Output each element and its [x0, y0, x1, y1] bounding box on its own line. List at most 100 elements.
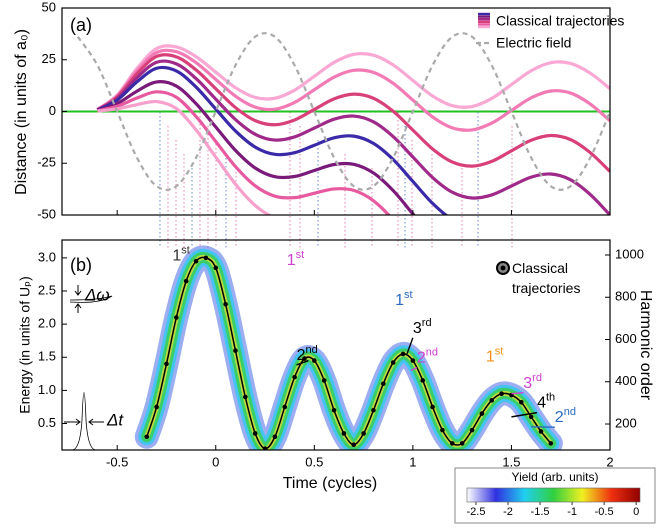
trajectory-dot [184, 279, 189, 284]
y-tick-label: 0 [49, 103, 56, 118]
legend-marker [501, 266, 506, 271]
y-tick-label: 50 [42, 0, 56, 14]
colorbar-tick-label: -2 [503, 506, 513, 518]
legend-label: Classical trajectories [512, 258, 608, 298]
annotation-sup: st [296, 249, 305, 261]
trajectory-dot [233, 348, 238, 353]
plot-area [62, 33, 610, 245]
y-tick-label: 1.0 [38, 382, 56, 397]
trajectory-dot [223, 302, 228, 307]
trajectory-dot [401, 352, 406, 357]
y-tick-label: 2.5 [38, 282, 56, 297]
y2-axis-title: Harmonic order [637, 290, 654, 401]
panel-label: (a) [70, 15, 92, 35]
annotation: 1st [395, 289, 412, 309]
trajectory-dot [164, 362, 169, 367]
annotation: 1st [287, 249, 304, 269]
y-axis-title: Distance (in units of a₀) [13, 29, 30, 195]
trajectory-dot [460, 441, 465, 446]
legend-label: Electric field [496, 35, 571, 51]
legend-label: Classical trajectories [496, 13, 624, 29]
trajectory-dot [342, 431, 347, 436]
annotation-text: 1 [395, 292, 404, 309]
annotation-arrow [511, 393, 523, 394]
annotation-text: 1 [172, 248, 181, 265]
annotation-sup: nd [564, 406, 576, 418]
annotation-sup: th [546, 392, 555, 404]
annotation-text: 1 [287, 252, 296, 269]
annotation-sup: st [181, 244, 190, 256]
trajectory-dot [440, 428, 445, 433]
bandwidth-label: Δt [106, 410, 124, 429]
trajectory-dot [411, 358, 416, 363]
time-arrows [64, 419, 104, 425]
y-tick-label: 3.0 [38, 249, 56, 264]
trajectory-dot [539, 429, 544, 434]
trajectory-dot [204, 256, 209, 261]
freq-arrows [75, 285, 81, 313]
bandwidth-label: Δω [84, 285, 110, 304]
annotation-text: 3 [413, 320, 422, 337]
x-tick-label: 0.5 [305, 454, 323, 469]
y-tick-label: -50 [37, 206, 56, 221]
y2-tick-label: 1000 [615, 246, 644, 261]
time-profile [72, 393, 96, 451]
y-tick-label: 0.5 [38, 415, 56, 430]
colorbar-title: Yield (arb. units) [512, 470, 599, 484]
x-tick-label: 2 [606, 454, 613, 469]
annotation: 2nd [555, 406, 576, 426]
annotation-text: 2 [555, 409, 564, 426]
trajectory-dot [499, 391, 504, 396]
x-tick-label: 0 [212, 454, 219, 469]
x-tick-label: 1.5 [502, 454, 520, 469]
trajectory [97, 55, 610, 172]
colorbar-tick-label: -2.5 [466, 506, 485, 518]
trajectory-dot [282, 405, 287, 410]
annotation-sup: nd [305, 344, 317, 356]
x-axis-title: Time (cycles) [283, 475, 378, 492]
y-axis-title: Energy (in units of Uₚ) [17, 276, 33, 414]
y2-tick-label: 600 [615, 331, 637, 346]
trajectory-dot [144, 434, 149, 439]
trajectory-dot [361, 431, 366, 436]
trajectory-dot [430, 405, 435, 410]
legend: Classical trajectories [512, 258, 608, 304]
trajectory-dot [194, 259, 199, 264]
annotation-sup: st [495, 345, 504, 357]
trajectory-dot [391, 360, 396, 365]
annotation-text: 2 [417, 350, 426, 367]
trajectory-dot [420, 378, 425, 383]
colorbar [467, 488, 640, 502]
y-tick-label: 2.0 [38, 316, 56, 331]
trajectory-dot [174, 315, 179, 320]
annotation-sup: rd [422, 317, 432, 329]
annotation-text: 4 [537, 395, 546, 412]
trajectory-dot [450, 441, 455, 446]
annotation-text: 3 [523, 375, 532, 392]
panel-label: (b) [70, 255, 92, 275]
x-tick-label: 1 [409, 454, 416, 469]
y2-tick-label: 800 [615, 289, 637, 304]
annotation: 4th [537, 392, 555, 412]
trajectory-dot [480, 411, 485, 416]
trajectory-dot [322, 378, 327, 383]
annotation-text: 1 [486, 348, 495, 365]
trajectory-dot [470, 428, 475, 433]
y-tick-label: 1.5 [38, 349, 56, 364]
y2-tick-label: 200 [615, 415, 637, 430]
trajectory-dot [213, 266, 218, 271]
colorbar-tick-label: -1.5 [531, 506, 550, 518]
trajectory-dot [312, 358, 317, 363]
trajectory-dot [519, 400, 524, 405]
trajectory-dot [253, 431, 258, 436]
trajectory-dot [292, 375, 297, 380]
x-tick-label: -0.5 [106, 454, 128, 469]
annotation: 3rd [523, 372, 542, 392]
trajectory-dot [154, 405, 159, 410]
annotation: 3rd [413, 317, 432, 337]
colorbar-tick-label: -1 [567, 506, 577, 518]
trajectory-dot [529, 415, 534, 420]
annotation-sup: rd [532, 372, 542, 384]
